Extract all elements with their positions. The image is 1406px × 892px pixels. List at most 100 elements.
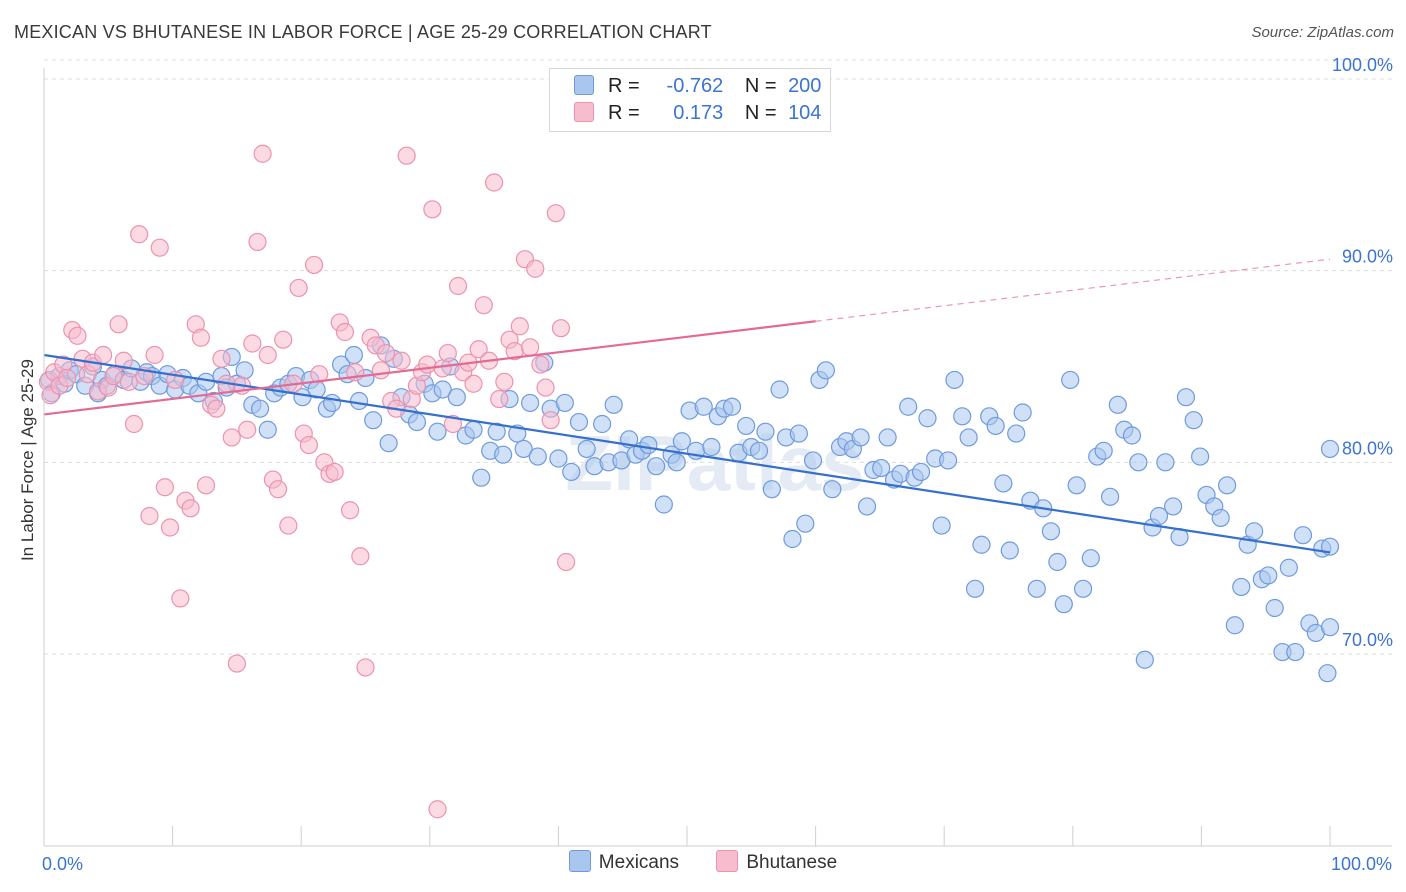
legend-item-bhutanese[interactable]: Bhutanese (716, 850, 837, 874)
legend-swatch-mexicans (574, 75, 594, 95)
legend-swatch-bhutanese (716, 850, 739, 872)
data-point-mexicans (972, 535, 991, 554)
data-point-mexicans (816, 361, 835, 380)
data-point-mexicans (344, 345, 364, 365)
data-point-mexicans (1073, 579, 1093, 598)
data-point-mexicans (1007, 424, 1026, 443)
data-point-mexicans (823, 480, 842, 499)
data-point-bhutanese (227, 654, 246, 673)
data-point-mexicans (1041, 522, 1061, 541)
data-point-mexicans (1149, 506, 1169, 526)
legend-r-value: -0.762 (666, 75, 724, 97)
data-point-bhutanese (335, 322, 355, 342)
data-point-bhutanese (238, 420, 257, 439)
legend-n-value: 104 (788, 102, 822, 124)
data-point-bhutanese (474, 296, 493, 315)
legend-item-mexicans[interactable]: Mexicans (568, 850, 680, 874)
data-point-bhutanese (299, 435, 319, 455)
data-point-mexicans (857, 497, 877, 516)
data-point-bhutanese (150, 238, 169, 257)
data-point-bhutanese (464, 374, 483, 393)
data-point-mexicans (1286, 642, 1305, 662)
data-point-mexicans (959, 428, 978, 447)
legend-r-value: 0.173 (673, 102, 724, 124)
data-point-bhutanese (124, 414, 144, 434)
data-point-bhutanese (371, 361, 391, 380)
data-point-mexicans (1320, 439, 1340, 459)
data-point-bhutanese (114, 351, 133, 370)
legend-r-label: R = (608, 75, 640, 97)
data-point-bhutanese (521, 338, 540, 357)
data-point-mexicans (433, 380, 452, 399)
data-point-mexicans (1100, 487, 1120, 506)
data-point-bhutanese (551, 319, 571, 338)
data-point-mexicans (986, 416, 1005, 436)
data-point-bhutanese (258, 345, 277, 365)
data-point-mexicans (1320, 537, 1340, 556)
data-point-mexicans (722, 397, 742, 416)
data-point-mexicans (528, 447, 547, 466)
data-point-bhutanese (510, 317, 529, 336)
data-point-bhutanese (207, 399, 226, 418)
data-point-mexicans (1122, 426, 1142, 445)
legend-label-mexicans: Mexicans (598, 852, 680, 873)
data-point-mexicans (654, 495, 673, 514)
data-point-mexicans (494, 445, 513, 464)
data-point-mexicans (555, 393, 574, 413)
data-point-bhutanese (448, 276, 468, 296)
data-point-bhutanese (423, 200, 442, 219)
data-point-bhutanese (546, 204, 565, 223)
data-point-mexicans (965, 579, 985, 598)
data-point-bhutanese (289, 278, 308, 298)
data-point-mexicans (803, 451, 823, 470)
trendline-bhutanese (43, 320, 816, 416)
legend-row-mexicans: R = -0.762 N = 200 (574, 75, 821, 101)
data-point-bhutanese (418, 355, 437, 374)
data-point-bhutanese (279, 516, 298, 535)
trendline-extension-bhutanese (815, 258, 1331, 322)
data-point-mexicans (428, 422, 447, 441)
data-point-mexicans (562, 462, 581, 482)
data-point-bhutanese (181, 499, 200, 518)
series-legend: Mexicans Bhutanese (0, 850, 1406, 874)
data-point-bhutanese (536, 378, 555, 397)
data-point-mexicans (702, 437, 721, 457)
y-tick-label: 80.0% (1342, 438, 1393, 458)
data-point-bhutanese (490, 389, 509, 409)
data-point-bhutanese (433, 359, 452, 378)
data-point-mexicans (938, 451, 958, 470)
legend-swatch-bhutanese (574, 102, 594, 122)
data-point-mexicans (762, 480, 781, 499)
data-point-mexicans (349, 391, 369, 411)
data-point-mexicans (1318, 664, 1337, 683)
data-point-mexicans (1232, 577, 1251, 597)
data-point-mexicans (472, 468, 491, 487)
data-point-mexicans (1211, 508, 1230, 528)
data-point-mexicans (1129, 453, 1148, 472)
data-point-mexicans (569, 412, 589, 432)
data-point-mexicans (1013, 403, 1032, 422)
data-point-bhutanese (541, 411, 560, 430)
data-point-bhutanese (155, 478, 174, 497)
data-point-mexicans (878, 428, 897, 447)
legend-n-value: 200 (788, 75, 822, 97)
data-point-mexicans (694, 397, 713, 416)
data-point-bhutanese (351, 547, 370, 566)
data-point-bhutanese (485, 173, 504, 192)
data-point-mexicans (647, 457, 666, 476)
data-point-mexicans (953, 407, 972, 426)
data-point-mexicans (322, 393, 342, 413)
data-point-mexicans (1000, 541, 1019, 560)
data-point-mexicans (1184, 411, 1203, 430)
data-point-mexicans (1067, 476, 1086, 495)
data-point-bhutanese (94, 345, 113, 365)
data-point-mexicans (577, 439, 596, 459)
data-point-bhutanese (428, 800, 447, 819)
data-point-bhutanese (268, 480, 288, 499)
data-point-mexicans (737, 416, 756, 436)
data-point-mexicans (258, 420, 277, 439)
data-point-mexicans (1156, 453, 1175, 472)
data-point-mexicans (1265, 598, 1284, 618)
x-tick-label: 0.0% (42, 854, 83, 874)
